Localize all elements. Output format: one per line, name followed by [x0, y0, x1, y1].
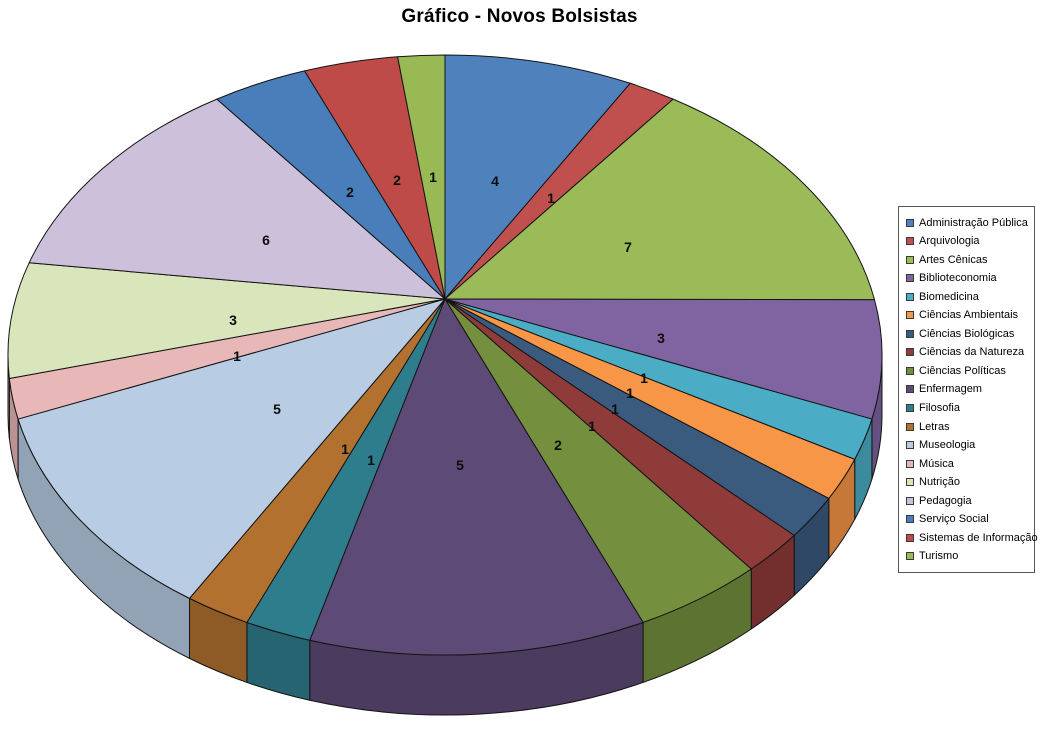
legend-item-label: Letras: [919, 420, 950, 433]
legend-item-label: Música: [919, 457, 954, 470]
legend-item-pedagogia[interactable]: Pedagogia: [906, 495, 1032, 507]
legend-item-label: Museologia: [919, 439, 976, 452]
data-label-ciencias-politicas: 2: [554, 437, 562, 453]
legend-swatch-biomedicina: [906, 292, 914, 301]
data-label-sistemas-de-informacao: 2: [393, 172, 401, 188]
legend-item-musica[interactable]: Música: [906, 458, 1032, 470]
pie-slice-administracao-publica[interactable]: [444, 54, 631, 300]
legend-item-filosofia[interactable]: Filosofia: [906, 402, 1032, 414]
legend-swatch-administracao-publica: [906, 218, 914, 227]
legend-item-artes-cenicas[interactable]: Artes Cênicas: [906, 254, 1032, 266]
legend-item-label: Turismo: [919, 550, 959, 563]
legend-item-label: Ciências Biológicas: [919, 327, 1015, 340]
legend-item-ciencias-biologicas[interactable]: Ciências Biológicas: [906, 328, 1032, 340]
legend-swatch-ciencias-ambientais: [906, 311, 914, 320]
legend-item-label: Pedagogia: [919, 494, 972, 507]
legend-item-label: Arquivologia: [919, 235, 980, 248]
legend-item-arquivologia[interactable]: Arquivologia: [906, 235, 1032, 247]
data-label-filosofia: 1: [367, 452, 375, 468]
legend-item-ciencias-ambientais[interactable]: Ciências Ambientais: [906, 309, 1032, 321]
legend-item-label: Biomedicina: [919, 290, 979, 303]
pie-slice-biblioteconomia[interactable]: [444, 298, 883, 420]
legend-item-label: Filosofia: [919, 402, 960, 415]
legend-swatch-artes-cenicas: [906, 255, 914, 264]
data-label-ciencias-da-natureza: 1: [588, 418, 596, 434]
legend-item-biblioteconomia[interactable]: Biblioteconomia: [906, 272, 1032, 284]
legend-item-label: Administração Pública: [919, 216, 1028, 229]
pie-slice-nutricao[interactable]: [7, 262, 446, 380]
data-label-museologia: 5: [273, 401, 281, 417]
legend-item-biomedicina[interactable]: Biomedicina: [906, 291, 1032, 303]
data-label-letras: 1: [341, 441, 349, 457]
legend-item-label: Biblioteconomia: [919, 272, 997, 285]
pie-slice-enfermagem[interactable]: [309, 298, 644, 656]
legend-swatch-letras: [906, 422, 914, 431]
legend-item-label: Nutrição: [919, 476, 960, 489]
legend-swatch-turismo: [906, 552, 914, 561]
legend-item-letras[interactable]: Letras: [906, 421, 1032, 433]
legend-swatch-museologia: [906, 441, 914, 450]
legend-item-label: Serviço Social: [919, 513, 989, 526]
legend-swatch-ciencias-biologicas: [906, 329, 914, 338]
data-label-servico-social: 2: [346, 184, 354, 200]
legend-swatch-servico-social: [906, 515, 914, 524]
legend-item-ciencias-da-natureza[interactable]: Ciências da Natureza: [906, 346, 1032, 358]
data-label-musica: 1: [233, 348, 241, 364]
legend-item-enfermagem[interactable]: Enfermagem: [906, 383, 1032, 395]
legend-item-label: Enfermagem: [919, 383, 982, 396]
legend-item-label: Ciências Políticas: [919, 364, 1006, 377]
pie-slice-museologia[interactable]: [17, 298, 446, 599]
legend-item-nutricao[interactable]: Nutrição: [906, 476, 1032, 488]
legend-swatch-ciencias-da-natureza: [906, 348, 914, 357]
pie-slice-pedagogia[interactable]: [28, 98, 446, 300]
data-label-enfermagem: 5: [456, 457, 464, 473]
legend-item-sistemas-de-informacao[interactable]: Sistemas de Informação: [906, 532, 1038, 544]
legend-item-label: Ciências Ambientais: [919, 309, 1019, 322]
legend-item-ciencias-politicas[interactable]: Ciências Políticas: [906, 365, 1032, 377]
legend-item-servico-social[interactable]: Serviço Social: [906, 513, 1032, 525]
legend-swatch-musica: [906, 459, 914, 468]
legend-item-museologia[interactable]: Museologia: [906, 439, 1032, 451]
legend-swatch-filosofia: [906, 404, 914, 413]
data-label-administracao-publica: 4: [491, 173, 499, 189]
legend-item-label: Ciências da Natureza: [919, 346, 1025, 359]
legend-swatch-nutricao: [906, 478, 914, 487]
legend-swatch-sistemas-de-informacao: [906, 533, 914, 542]
data-label-artes-cenicas: 7: [624, 239, 632, 255]
legend-item-label: Artes Cênicas: [919, 253, 988, 266]
legend-item-label: Sistemas de Informação: [919, 531, 1038, 544]
data-label-pedagogia: 6: [262, 232, 270, 248]
data-label-ciencias-ambientais: 1: [626, 385, 634, 401]
legend-swatch-biblioteconomia: [906, 274, 914, 283]
chart-title[interactable]: Gráfico - Novos Bolsistas: [401, 6, 638, 27]
data-label-turismo: 1: [429, 169, 437, 185]
legend-item-administracao-publica[interactable]: Administração Pública: [906, 217, 1032, 229]
data-label-arquivologia: 1: [547, 190, 555, 206]
data-label-ciencias-biologicas: 1: [611, 401, 619, 417]
legend-swatch-pedagogia: [906, 496, 914, 505]
data-label-nutricao: 3: [229, 312, 237, 328]
pie-slice-artes-cenicas[interactable]: [444, 98, 876, 301]
legend-swatch-arquivologia: [906, 237, 914, 246]
legend-swatch-ciencias-politicas: [906, 366, 914, 375]
pie-slice-turismo[interactable]: [397, 54, 446, 300]
legend-box[interactable]: Administração Pública Arquivologia Artes C…: [898, 206, 1038, 573]
data-label-biblioteconomia: 3: [657, 330, 665, 346]
legend-swatch-enfermagem: [906, 385, 914, 394]
legend-item-turismo[interactable]: Turismo: [906, 550, 1032, 562]
data-label-biomedicina: 1: [640, 370, 648, 386]
